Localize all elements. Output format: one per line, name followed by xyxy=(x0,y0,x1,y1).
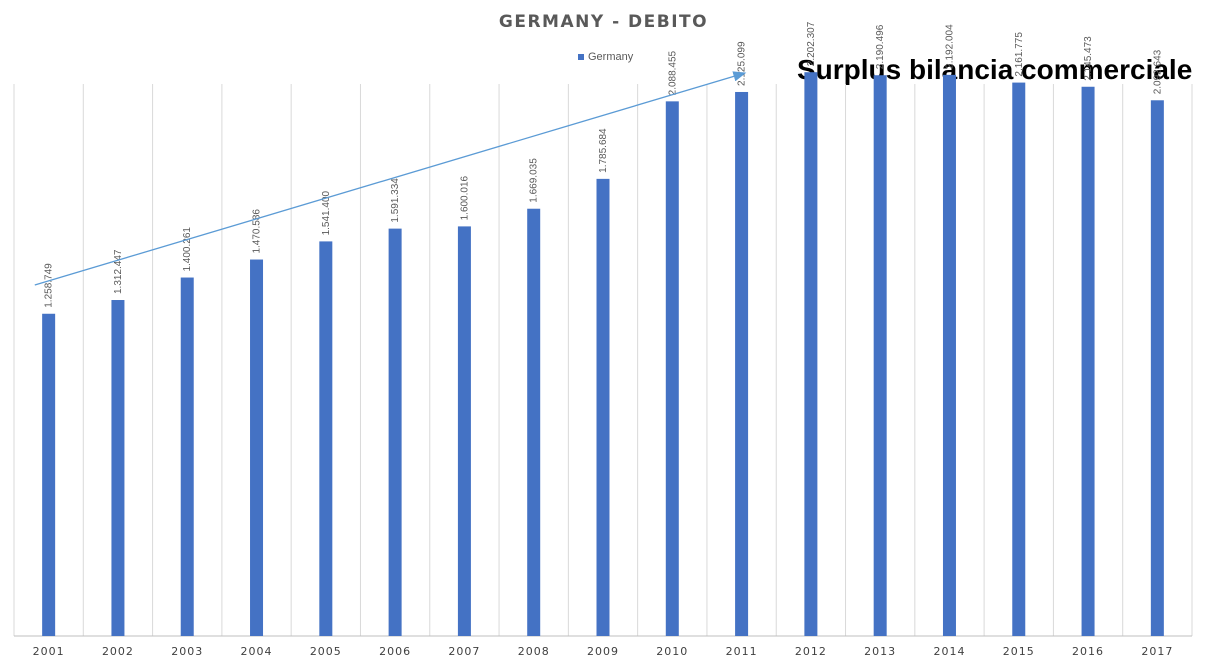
data-label-2006: 1.591.334 xyxy=(390,178,401,223)
data-label-2013: 2.190.496 xyxy=(875,24,886,69)
bar-2011 xyxy=(735,91,749,636)
data-label-2010: 2.088.455 xyxy=(667,50,678,95)
data-label-2015: 2.161.775 xyxy=(1014,32,1025,77)
data-label-2002: 1.312.447 xyxy=(113,249,124,294)
data-label-2007: 1.600.016 xyxy=(459,175,470,220)
data-label-2004: 1.470.586 xyxy=(252,209,263,254)
bar-2015 xyxy=(1012,82,1026,637)
data-label-2017: 2.092.643 xyxy=(1152,49,1163,94)
data-label-2001: 1.258.749 xyxy=(44,263,55,308)
chart-title: GERMANY - DEBITO xyxy=(498,12,709,32)
bar-2005 xyxy=(319,241,333,636)
data-label-2011: 2.125.099 xyxy=(737,41,748,86)
trend-arrow xyxy=(34,71,747,286)
bar-2004 xyxy=(250,259,264,636)
x-tick-label-2011: 2011 xyxy=(726,645,758,658)
bar-2008 xyxy=(527,208,541,636)
x-tick-label-2016: 2016 xyxy=(1072,645,1104,658)
data-label-2014: 2.192.004 xyxy=(944,24,955,69)
x-tick-label-2004: 2004 xyxy=(241,645,273,658)
x-tick-label-2005: 2005 xyxy=(310,645,342,658)
x-tick-label-2013: 2013 xyxy=(864,645,896,658)
bar-2012 xyxy=(804,72,818,636)
x-tick-label-2010: 2010 xyxy=(656,645,688,658)
x-tick-label-2009: 2009 xyxy=(587,645,619,658)
legend-swatch xyxy=(578,54,584,60)
data-label-2008: 1.669.035 xyxy=(529,158,540,203)
bar-2006 xyxy=(388,228,402,636)
x-tick-label-2012: 2012 xyxy=(795,645,827,658)
bar-2013 xyxy=(873,75,887,636)
bar-2003 xyxy=(180,277,194,636)
legend: Germany xyxy=(578,51,633,63)
x-tick-label-2014: 2014 xyxy=(933,645,965,658)
bar-2007 xyxy=(457,226,471,636)
data-label-2003: 1.400.261 xyxy=(182,227,193,272)
bar-2009 xyxy=(596,178,610,636)
data-label-2016: 2.145.473 xyxy=(1083,36,1094,81)
x-tick-label-2003: 2003 xyxy=(171,645,203,658)
bar-2001 xyxy=(42,313,56,636)
x-tick-label-2001: 2001 xyxy=(33,645,65,658)
x-tick-label-2006: 2006 xyxy=(379,645,411,658)
data-label-2012: 2.202.307 xyxy=(806,21,817,66)
x-tick-label-2008: 2008 xyxy=(518,645,550,658)
bar-2016 xyxy=(1081,86,1095,636)
bar-2002 xyxy=(111,300,125,636)
x-tick-label-2007: 2007 xyxy=(448,645,480,658)
annotation-label: Surplus bilancia commerciale xyxy=(797,54,1193,85)
data-label-2009: 1.785.684 xyxy=(598,128,609,173)
legend-label: Germany xyxy=(588,51,634,63)
data-label-2005: 1.541.400 xyxy=(321,190,332,235)
bar-2010 xyxy=(665,101,679,636)
x-tick-label-2002: 2002 xyxy=(102,645,134,658)
x-tick-label-2015: 2015 xyxy=(1003,645,1035,658)
x-tick-label-2017: 2017 xyxy=(1141,645,1173,658)
bar-2017 xyxy=(1150,100,1164,637)
bar-2014 xyxy=(942,74,956,636)
